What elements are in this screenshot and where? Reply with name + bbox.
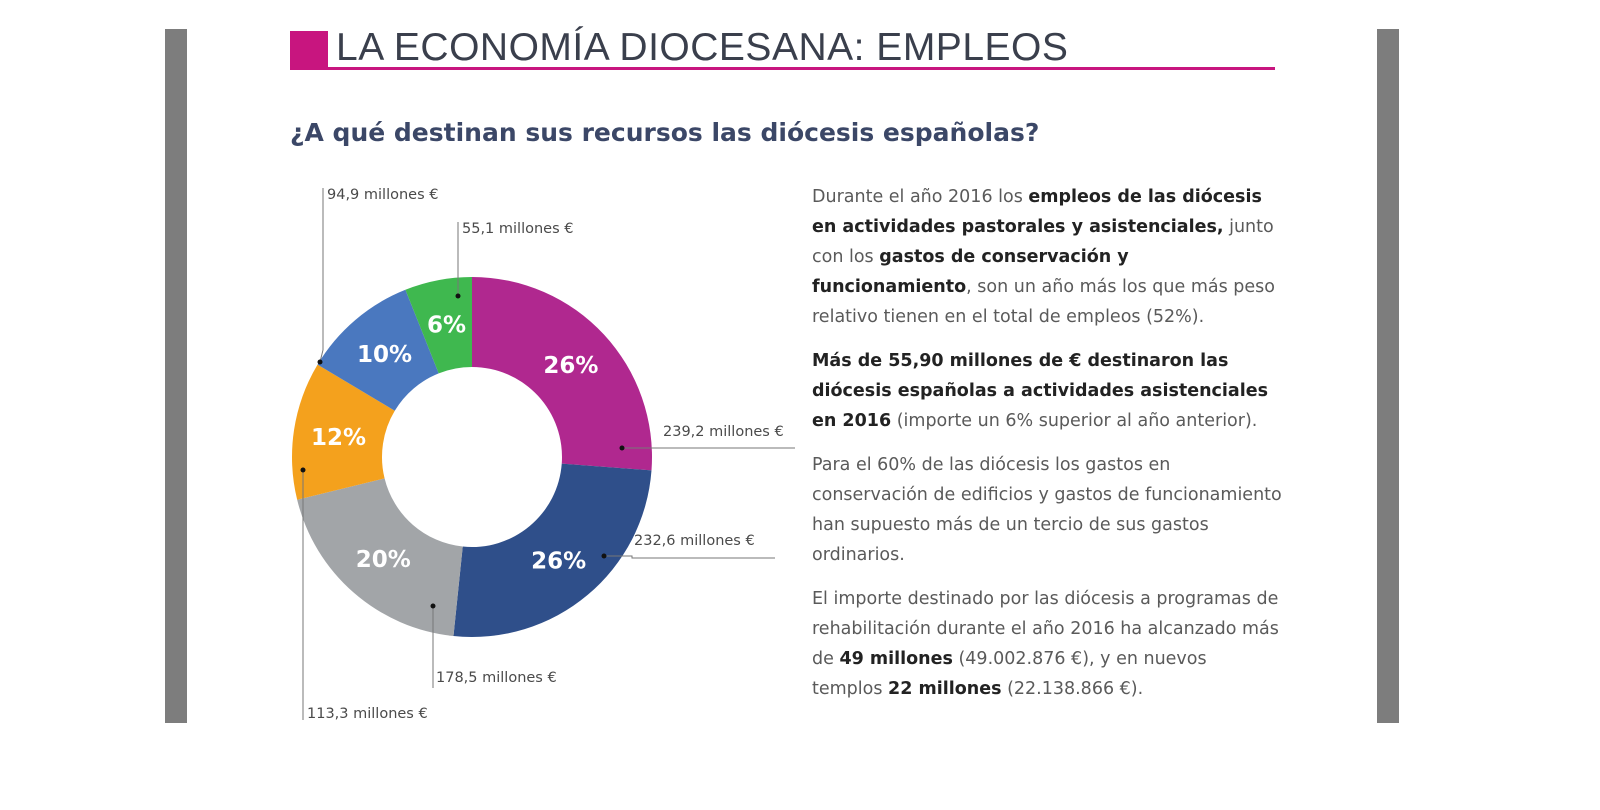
body-paragraph: Durante el año 2016 los empleos de las d… [812,182,1282,332]
page-title: LA ECONOMÍA DIOCESANA: EMPLEOS [336,26,1069,69]
percent-label: 12% [311,425,366,451]
callout-lines [302,188,795,720]
callout-dot [300,467,306,473]
text-span: Para el 60% de las diócesis los gastos e… [812,455,1282,565]
body-text: Durante el año 2016 los empleos de las d… [812,182,1282,718]
text-span: junto con los [812,217,1274,267]
right-page-border [1377,29,1399,723]
callout-dots [300,293,625,609]
bold-text: 22 millones [888,679,1002,699]
donut-slice [453,463,652,637]
callout-label: 55,1 millones € [462,221,574,237]
text-span: (importe un 6% superior al año anterior)… [891,411,1258,431]
text-span: (22.138.866 €). [1001,679,1144,699]
text-span: , son un año más los que más peso relati… [812,277,1275,327]
title-underline [290,67,1275,70]
callout-dot [317,359,323,365]
callout-label: 232,6 millones € [634,533,755,549]
left-page-border [165,29,187,723]
donut-slice [292,364,395,500]
callout-line-232 [604,555,775,559]
callout-label: 113,3 millones € [307,706,428,722]
callout-label: 94,9 millones € [327,187,439,203]
bold-text: gastos de conservación y funcionamiento [812,247,1129,297]
donut-slice [405,277,472,374]
donut-slice [472,277,652,471]
callout-dot [430,603,436,609]
callout-label: 178,5 millones € [436,670,557,686]
text-span: Durante el año 2016 los [812,187,1029,207]
text-span: El importe destinado por las diócesis a … [812,589,1279,669]
bold-text: empleos de las diócesis en actividades p… [812,187,1262,237]
callout-dot [601,553,607,559]
percent-label: 26% [543,353,598,379]
callout-line-94 [319,188,324,363]
percent-label: 26% [531,549,586,575]
bold-text: 49 millones [839,649,953,669]
donut-slice [297,478,463,637]
bold-text: Más de 55,90 millones de € destinaron la… [812,351,1269,431]
percent-label: 20% [356,547,411,573]
page-subtitle: ¿A qué destinan sus recursos las diócesi… [290,118,1040,147]
percent-label: 10% [357,342,412,368]
callout-label: 239,2 millones € [663,424,784,440]
callout-dot [619,445,625,451]
percent-label: 6% [427,312,466,338]
body-paragraph: Más de 55,90 millones de € destinaron la… [812,346,1282,436]
body-paragraph: Para el 60% de las diócesis los gastos e… [812,450,1282,570]
body-paragraph: El importe destinado por las diócesis a … [812,584,1282,704]
donut-slice [317,289,439,411]
callout-dot [455,293,461,299]
title-accent-square [290,31,328,69]
text-span: (49.002.876 €), y en nuevos templos [812,649,1207,699]
